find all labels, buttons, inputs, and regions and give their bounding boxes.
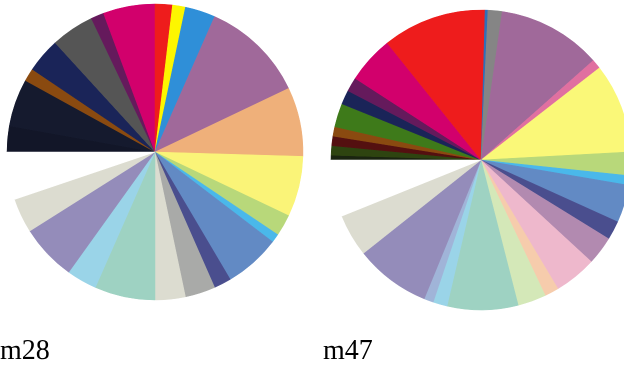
pie-title-m47: m47 xyxy=(323,335,373,366)
pie-m28-slice-24 xyxy=(6,151,156,200)
pie-chart-m28 xyxy=(6,3,304,301)
pie-m47-slice-28 xyxy=(330,159,482,217)
pie-m47-slice-15 xyxy=(480,151,624,176)
pie-m47-slice-12 xyxy=(480,11,594,161)
pie-m47-slice-9 xyxy=(386,9,486,161)
pie-m47-slice-14 xyxy=(480,67,624,161)
pie-m28-slice-11 xyxy=(154,16,289,153)
pie-chart-m47 xyxy=(330,9,624,311)
pie-title-m28: m28 xyxy=(0,335,50,366)
